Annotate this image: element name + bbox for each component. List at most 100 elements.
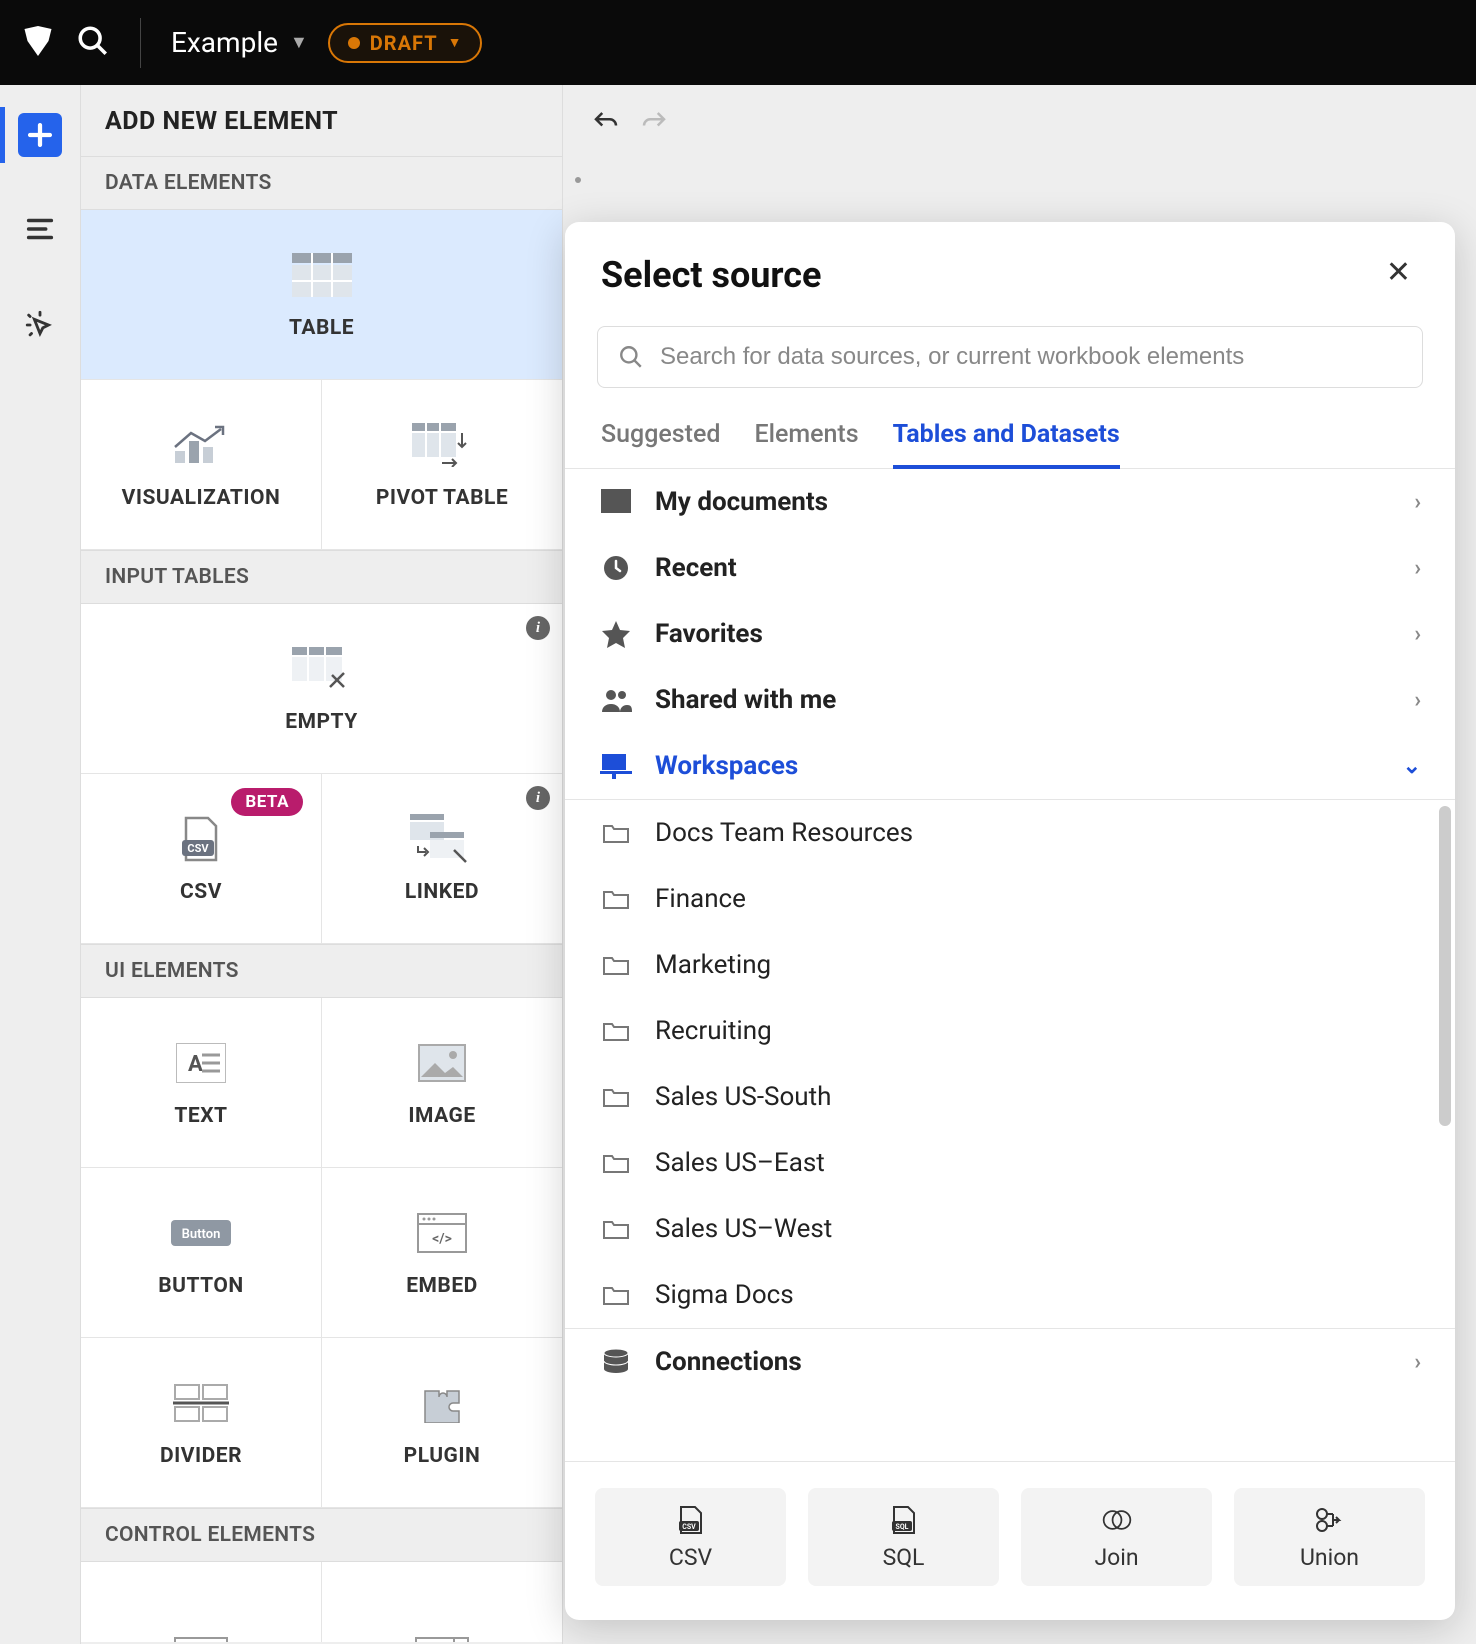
workspace-folder-list: Docs Team Resources Finance Marketing Re… [565, 800, 1455, 1329]
folder-icon [599, 1082, 633, 1112]
folder-icon [599, 1148, 633, 1178]
redo-button[interactable] [639, 108, 669, 142]
tile-table[interactable]: TABLE [81, 210, 562, 380]
item-label: My documents [655, 487, 828, 517]
folder-icon [599, 950, 633, 980]
workspace-folder[interactable]: Finance [565, 866, 1455, 932]
undo-button[interactable] [591, 108, 621, 142]
section-header-data: DATA ELEMENTS [81, 156, 562, 210]
tile-divider[interactable]: DIVIDER [81, 1338, 322, 1508]
source-connections[interactable]: Connections › [565, 1329, 1455, 1395]
tile-text[interactable]: A TEXT [81, 998, 322, 1168]
drag-handle-icon[interactable] [575, 177, 581, 183]
workspace-folder[interactable]: Sales US–East [565, 1130, 1455, 1196]
tile-label: PLUGIN [404, 1444, 481, 1468]
footer-sql-button[interactable]: SQL SQL [808, 1488, 999, 1586]
divider-icon [169, 1378, 233, 1428]
svg-text:A: A [188, 1052, 203, 1077]
workspace-folder[interactable]: Sales US–West [565, 1196, 1455, 1262]
folder-label: Sales US-South [655, 1082, 831, 1112]
modal-title: Select source [601, 254, 821, 296]
folder-label: Sales US–East [655, 1148, 825, 1178]
text-icon: A [169, 1038, 233, 1088]
tile-control-2[interactable] [322, 1562, 562, 1642]
workspace-folder[interactable]: Sales US-South [565, 1064, 1455, 1130]
item-label: Workspaces [655, 751, 798, 781]
footer-csv-button[interactable]: CSV CSV [595, 1488, 786, 1586]
source-search-input[interactable] [597, 326, 1423, 388]
tile-visualization[interactable]: VISUALIZATION [81, 380, 322, 550]
search-field[interactable] [660, 343, 1402, 371]
modal-footer: CSV CSV SQL SQL Join Union [565, 1461, 1455, 1620]
list-icon[interactable] [16, 205, 64, 253]
draft-status-badge[interactable]: DRAFT ▼ [328, 23, 483, 63]
tile-label: EMBED [406, 1274, 478, 1298]
chevron-down-icon: ▼ [290, 32, 308, 53]
table-icon [290, 250, 354, 300]
folder-icon [599, 818, 633, 848]
close-icon[interactable]: ✕ [1378, 254, 1419, 292]
chevron-right-icon: › [1414, 622, 1421, 647]
tile-pivot-table[interactable]: PIVOT TABLE [322, 380, 562, 550]
scrollbar-thumb[interactable] [1439, 806, 1451, 1126]
tile-label: EMPTY [285, 710, 357, 734]
tile-embed[interactable]: </> EMBED [322, 1168, 562, 1338]
union-icon [1314, 1504, 1346, 1536]
svg-text:Button: Button [182, 1227, 221, 1242]
draft-label: DRAFT [370, 31, 438, 55]
workspace-folder[interactable]: Marketing [565, 932, 1455, 998]
source-recent[interactable]: Recent › [565, 535, 1455, 601]
section-header-input: INPUT TABLES [81, 550, 562, 604]
input-control-icon [169, 1622, 233, 1643]
tile-linked[interactable]: i LINKED [322, 774, 562, 944]
tile-button[interactable]: Button BUTTON [81, 1168, 322, 1338]
source-workspaces[interactable]: Workspaces ⌄ [565, 733, 1455, 799]
source-list: My documents › Recent › Favorites › Shar… [565, 469, 1455, 1461]
tile-control-1[interactable] [81, 1562, 322, 1642]
tile-image[interactable]: IMAGE [322, 998, 562, 1168]
status-dot-icon [348, 37, 360, 49]
source-shared[interactable]: Shared with me › [565, 667, 1455, 733]
folder-label: Recruiting [655, 1016, 772, 1046]
info-icon[interactable]: i [526, 786, 550, 810]
tile-label: DIVIDER [160, 1444, 242, 1468]
source-favorites[interactable]: Favorites › [565, 601, 1455, 667]
workspace-folder[interactable]: Recruiting [565, 998, 1455, 1064]
search-icon[interactable] [76, 24, 110, 62]
tile-label: IMAGE [408, 1104, 475, 1128]
tab-tables-datasets[interactable]: Tables and Datasets [893, 420, 1120, 469]
tab-suggested[interactable]: Suggested [601, 420, 720, 468]
tile-label: VISUALIZATION [122, 486, 281, 510]
tile-label: TABLE [289, 316, 354, 340]
svg-text:CSV: CSV [187, 842, 209, 855]
footer-union-button[interactable]: Union [1234, 1488, 1425, 1586]
footer-label: SQL [883, 1544, 925, 1571]
item-label: Shared with me [655, 685, 836, 715]
chevron-right-icon: › [1414, 556, 1421, 581]
svg-text:</>: </> [432, 1231, 452, 1247]
footer-join-button[interactable]: Join [1021, 1488, 1212, 1586]
cursor-click-icon[interactable] [16, 301, 64, 349]
empty-table-icon [290, 644, 354, 694]
folder-icon [599, 884, 633, 914]
linked-table-icon [410, 814, 474, 864]
select-source-modal: Select source ✕ Suggested Elements Table… [565, 222, 1455, 1620]
workspace-folder[interactable]: Sigma Docs [565, 1262, 1455, 1328]
chevron-down-icon: ⌄ [1403, 754, 1421, 779]
folder-icon [599, 1016, 633, 1046]
chart-icon [169, 420, 233, 470]
source-my-documents[interactable]: My documents › [565, 469, 1455, 535]
logo-icon[interactable] [20, 23, 56, 63]
add-element-button[interactable] [18, 113, 62, 157]
info-icon[interactable]: i [526, 616, 550, 640]
tab-elements[interactable]: Elements [754, 420, 858, 468]
folder-solid-icon [599, 487, 633, 517]
workspace-folder[interactable]: Docs Team Resources [565, 800, 1455, 866]
tile-empty[interactable]: i EMPTY [81, 604, 562, 774]
tile-csv[interactable]: BETA CSV CSV [81, 774, 322, 944]
project-dropdown[interactable]: Example ▼ [171, 26, 308, 59]
button-icon: Button [169, 1208, 233, 1258]
section-header-ui: UI ELEMENTS [81, 944, 562, 998]
tile-plugin[interactable]: PLUGIN [322, 1338, 562, 1508]
section-header-control: CONTROL ELEMENTS [81, 1508, 562, 1562]
